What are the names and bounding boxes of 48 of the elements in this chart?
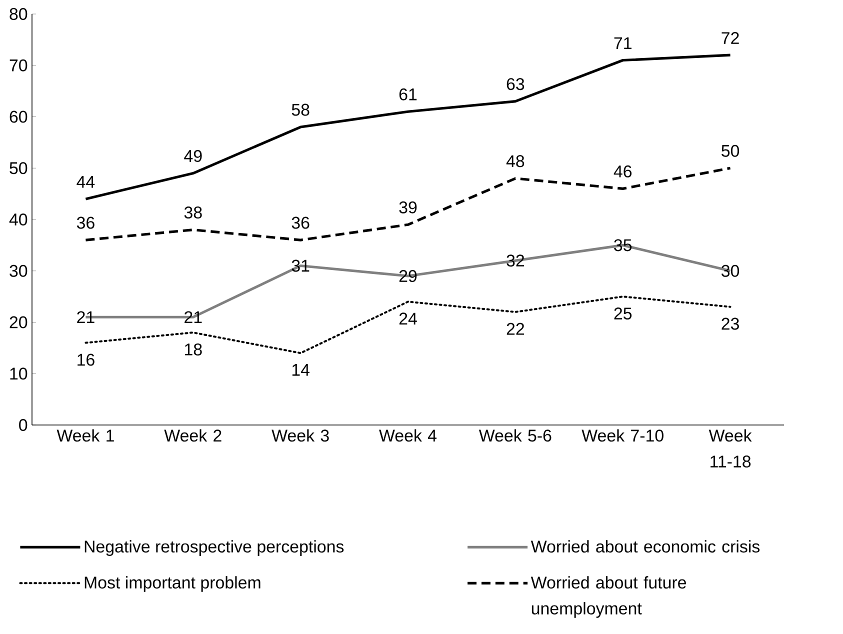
data-label: 38 [184,206,202,219]
data-label: 16 [78,354,94,366]
data-label: 48 [506,155,524,168]
data-label: 23 [722,318,739,330]
x-tick-label: Week 4 [379,429,437,442]
y-tick-label: 70 [10,59,28,72]
data-label: 71 [614,37,632,49]
y-tick-label: 0 [19,419,28,432]
data-label: 58 [292,104,310,116]
data-label: 29 [399,270,417,282]
y-tick-label: 50 [10,162,28,174]
data-label: 61 [399,88,417,100]
data-label: 72 [722,32,739,44]
data-label: 18 [185,343,202,356]
legend-label: Worried about economic crisis [530,540,760,553]
x-tick-label: Week 1 [56,429,114,442]
y-tick-label: 60 [10,110,28,123]
data-label: 50 [722,144,740,157]
data-label: 21 [184,311,202,324]
data-label: 44 [76,176,95,188]
data-label: 36 [292,216,310,229]
data-label: 31 [292,260,310,272]
data-label: 24 [399,312,417,324]
y-tick-label: 80 [10,8,28,20]
x-tick-label: Week 3 [272,429,329,442]
y-tick-label: 40 [9,214,28,226]
x-tick-label: Week 5-6 [478,429,552,442]
legend-label: Worried about future unemployment [530,576,686,618]
data-label: 49 [184,150,202,162]
data-label: 30 [722,264,740,277]
y-tick-label: 20 [10,316,28,328]
x-tick-label: Week 7-10 [582,429,664,442]
data-label: 22 [506,322,524,335]
data-label: 21 [77,311,94,324]
data-label: 25 [614,308,632,320]
data-label: 14 [292,364,310,376]
legend-label: Negative retrospective perceptions [84,540,344,556]
data-label: 32 [506,254,524,267]
x-tick-label: Week 2 [164,429,222,442]
y-tick-label: 30 [10,264,28,277]
data-label: 36 [76,216,94,229]
legend-label: Most important problem [84,576,260,592]
data-label: 46 [614,165,632,178]
y-tick-label: 10 [10,368,28,380]
data-label: 63 [506,78,524,90]
data-label: 39 [399,201,417,214]
x-tick-label: Week 11-18 [708,429,752,468]
data-label: 35 [614,239,632,252]
